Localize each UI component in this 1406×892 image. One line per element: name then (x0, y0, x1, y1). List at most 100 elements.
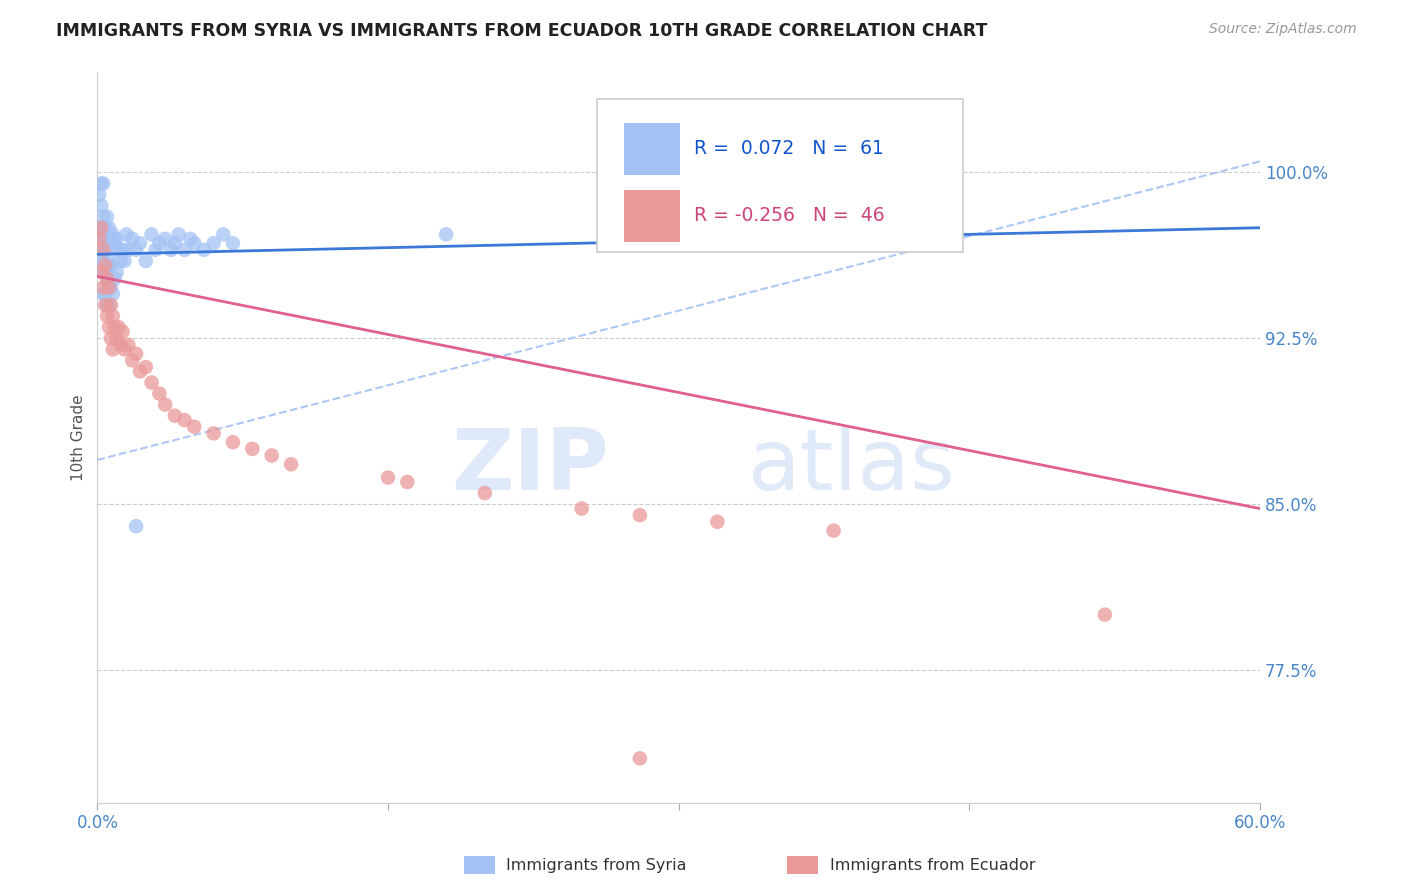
Point (183, 236, 205, 251)
Point (91, 280, 114, 294)
Point (202, 236, 225, 251)
Point (706, 515, 728, 529)
Point (145, 243, 167, 257)
Point (121, 353, 143, 368)
Point (129, 236, 152, 251)
Point (105, 265, 128, 279)
Point (167, 227, 190, 242)
Point (91, 243, 114, 257)
Point (125, 519, 148, 533)
Point (153, 398, 176, 412)
FancyBboxPatch shape (598, 98, 963, 252)
Point (91, 254, 114, 268)
Point (121, 232, 143, 246)
Point (135, 359, 157, 374)
Point (107, 243, 129, 257)
Point (94, 243, 117, 257)
Point (89, 187, 111, 202)
Point (90, 199, 112, 213)
Point (101, 309, 124, 323)
Point (96, 243, 118, 257)
Point (90, 232, 112, 246)
Point (163, 236, 186, 251)
Point (115, 227, 138, 242)
Point (91, 177, 114, 191)
Point (94, 258, 117, 272)
Point (100, 232, 122, 246)
Point (98, 298, 121, 312)
Point (94, 265, 117, 279)
Point (114, 343, 136, 357)
Point (240, 442, 263, 456)
Point (94, 220, 117, 235)
Point (91, 287, 114, 301)
Point (280, 458, 302, 472)
Point (114, 254, 136, 268)
Point (148, 386, 170, 401)
Point (105, 232, 128, 246)
Point (125, 243, 148, 257)
Point (94, 298, 117, 312)
Point (98, 254, 121, 268)
Point (163, 409, 186, 423)
Point (141, 376, 163, 390)
Text: R = -0.256   N =  46: R = -0.256 N = 46 (693, 206, 884, 226)
Bar (624, 122, 679, 175)
Point (90, 254, 112, 268)
Point (1094, 607, 1116, 622)
Point (98, 276, 121, 290)
Point (160, 243, 183, 257)
Text: R =  0.072   N =  61: R = 0.072 N = 61 (693, 139, 883, 159)
Point (104, 236, 127, 251)
Point (101, 287, 124, 301)
Bar (624, 190, 679, 243)
Point (100, 298, 122, 312)
Point (101, 227, 124, 242)
Point (96, 271, 118, 285)
Point (396, 475, 419, 489)
Point (110, 254, 132, 268)
Text: ZIP: ZIP (451, 425, 609, 508)
Point (377, 470, 399, 484)
Point (222, 435, 245, 450)
Point (98, 280, 121, 294)
Text: IMMIGRANTS FROM SYRIA VS IMMIGRANTS FROM ECUADOR 10TH GRADE CORRELATION CHART: IMMIGRANTS FROM SYRIA VS IMMIGRANTS FROM… (56, 22, 987, 40)
Point (104, 320, 127, 334)
Point (94, 232, 117, 246)
Point (90, 177, 112, 191)
Point (173, 413, 195, 427)
Point (222, 236, 245, 251)
Text: Source: ZipAtlas.com: Source: ZipAtlas.com (1209, 22, 1357, 37)
Point (96, 276, 118, 290)
Point (117, 338, 139, 352)
Point (105, 331, 128, 345)
Point (98, 320, 121, 334)
Point (141, 227, 163, 242)
Point (89, 232, 111, 246)
Point (179, 232, 201, 246)
Point (628, 508, 651, 523)
Point (117, 243, 139, 257)
Point (91, 243, 114, 257)
Point (823, 524, 845, 538)
Point (91, 210, 114, 224)
Point (96, 210, 118, 224)
Point (129, 364, 152, 378)
Point (202, 426, 225, 441)
Point (212, 227, 235, 242)
Point (173, 243, 195, 257)
Point (434, 227, 457, 242)
Point (110, 338, 132, 352)
Point (89, 220, 111, 235)
Point (91, 265, 114, 279)
Text: Immigrants from Syria: Immigrants from Syria (506, 858, 686, 872)
Point (100, 280, 122, 294)
Point (111, 325, 134, 339)
Point (135, 254, 157, 268)
Point (90, 265, 112, 279)
Point (96, 258, 118, 272)
Point (125, 347, 148, 361)
Point (107, 320, 129, 334)
Point (183, 419, 205, 434)
Y-axis label: 10th Grade: 10th Grade (72, 394, 86, 481)
